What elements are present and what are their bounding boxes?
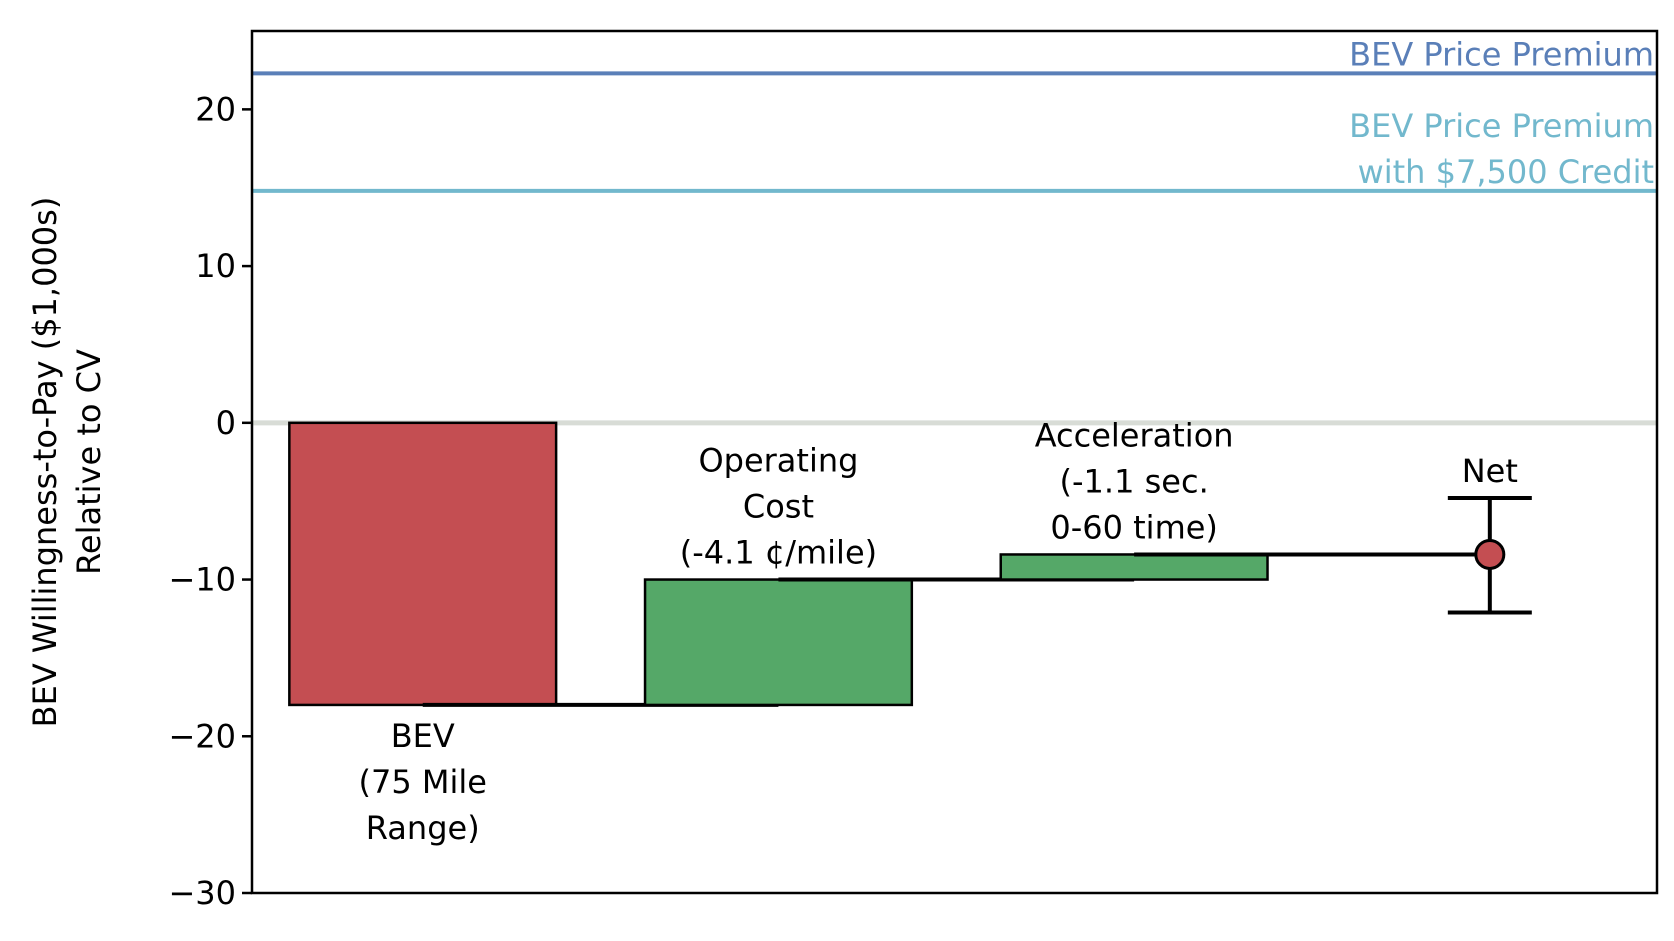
reference-label-bev-price-premium-credit-2: with $7,500 Credit bbox=[1358, 153, 1654, 191]
y-axis-label-line-2: Relative to CV bbox=[70, 349, 108, 575]
bar-label-acceleration-2: (-1.1 sec. bbox=[1060, 462, 1209, 500]
bar-label-operating-cost-3: (-4.1 ¢/mile) bbox=[680, 534, 877, 572]
net-label: Net bbox=[1462, 452, 1518, 490]
bar-bev bbox=[288, 421, 558, 707]
bar-label-acceleration-1: Acceleration bbox=[1035, 416, 1234, 454]
bar-operating-cost bbox=[643, 578, 914, 707]
y-tick-label-0: 20 bbox=[195, 90, 236, 128]
bar-acceleration bbox=[999, 553, 1269, 581]
bar-label-operating-cost-1: Operating bbox=[698, 442, 858, 480]
y-axis-label: BEV Willingness-to-Pay ($1,000s) Relativ… bbox=[26, 197, 108, 728]
reference-label-bev-price-premium-1: BEV Price Premium bbox=[1349, 35, 1654, 73]
bar-label-operating-cost-2: Cost bbox=[743, 488, 814, 526]
bar-label-bev-1: BEV bbox=[391, 717, 455, 755]
net-point bbox=[1474, 538, 1506, 570]
y-tick-label-2: 0 bbox=[216, 404, 236, 442]
plot-frame bbox=[250, 29, 1659, 895]
y-tick-label-4: −20 bbox=[168, 717, 236, 755]
y-tick-label-3: −10 bbox=[168, 561, 236, 599]
y-tick-label-5: −30 bbox=[168, 874, 236, 912]
y-tick-label-1: 10 bbox=[195, 247, 236, 285]
reference-label-bev-price-premium-credit-1: BEV Price Premium bbox=[1349, 107, 1654, 145]
bar-label-bev-3: Range) bbox=[366, 809, 480, 847]
bar-label-acceleration-3: 0-60 time) bbox=[1050, 508, 1218, 546]
y-axis-label-line-1: BEV Willingness-to-Pay ($1,000s) bbox=[26, 197, 64, 728]
bar-label-bev-2: (75 Mile bbox=[359, 763, 487, 801]
